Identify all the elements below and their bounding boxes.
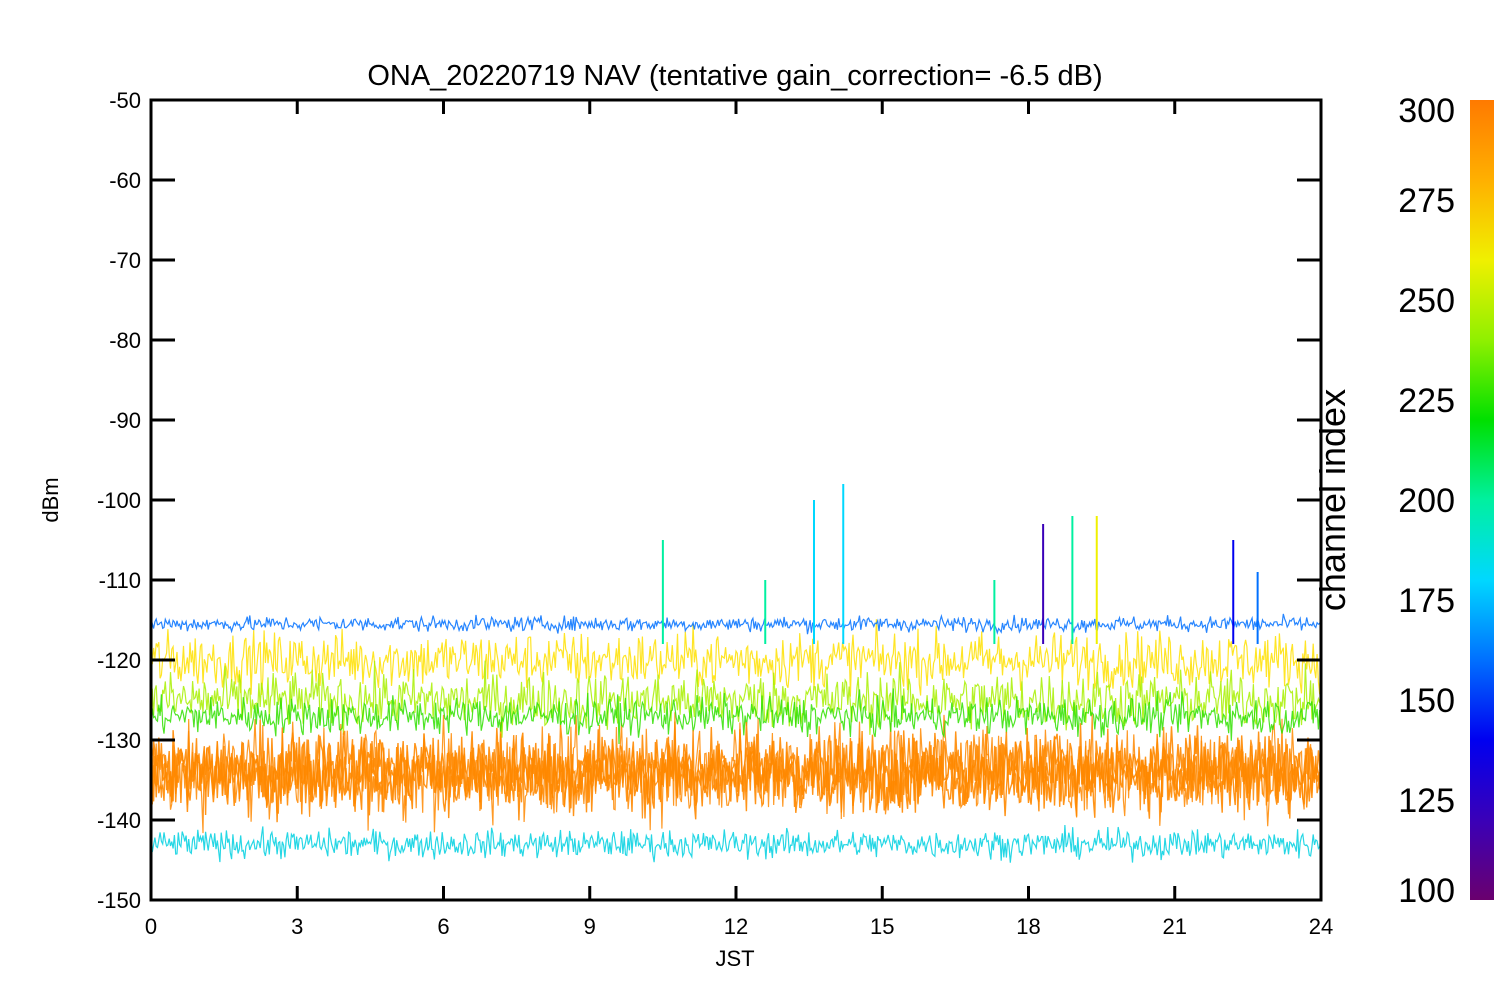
plot-data [151, 484, 1321, 863]
x-tick-label: 15 [870, 914, 894, 939]
x-tick-label: 18 [1016, 914, 1040, 939]
colorbar-tick-label: 100 [1398, 872, 1455, 910]
x-tick-label: 12 [724, 914, 748, 939]
x-axis: 0 3 6 9 12 15 18 21 24 [145, 100, 1333, 939]
series-line [151, 660, 1321, 738]
x-tick-label: 6 [437, 914, 449, 939]
y-tick-label: -110 [99, 568, 141, 593]
colorbar-tick-label: 175 [1398, 582, 1455, 620]
series-line [151, 613, 1321, 635]
series-line [151, 719, 1321, 823]
series-line [151, 619, 1321, 697]
y-tick-label: -150 [97, 888, 141, 913]
x-tick-label: 3 [291, 914, 303, 939]
y-tick-label: -70 [109, 248, 141, 273]
y-tick-label: -80 [109, 328, 141, 353]
y-axis: -50 -60 -70 -80 -90 -100 -110 -120 -130 -140 -150 [97, 88, 1321, 913]
y-tick-label: -130 [97, 728, 141, 753]
colorbar-tick-label: 250 [1398, 282, 1455, 320]
y-tick-label: -140 [97, 808, 141, 833]
chart-title: ONA_20220719 NAV (tentative gain_correct… [367, 60, 1102, 92]
colorbar-ticks: 300 275 250 225 200 175 150 125 100 [1398, 92, 1455, 910]
colorbar-tick-label: 300 [1398, 92, 1455, 130]
x-tick-label: 0 [145, 914, 157, 939]
y-tick-label: -120 [97, 648, 141, 673]
colorbar-tick-label: 225 [1398, 382, 1455, 420]
x-tick-label: 9 [584, 914, 596, 939]
y-tick-label: -90 [109, 408, 141, 433]
y-tick-label: -60 [109, 168, 141, 193]
x-tick-label: 24 [1309, 914, 1333, 939]
y-tick-label: -100 [97, 488, 141, 513]
colorbar-tick-label: 150 [1398, 682, 1455, 720]
colorbar [1470, 100, 1494, 900]
colorbar-tick-label: 275 [1398, 182, 1455, 220]
colorbar-tick-label: 125 [1398, 782, 1455, 820]
x-axis-label: JST [715, 946, 754, 971]
colorbar-label: channel index [1312, 389, 1353, 611]
colorbar-tick-label: 200 [1398, 482, 1455, 520]
x-tick-label: 21 [1163, 914, 1187, 939]
series-line [151, 688, 1321, 745]
series-line [151, 824, 1321, 863]
y-axis-label: dBm [38, 477, 63, 522]
y-tick-label: -50 [109, 88, 141, 113]
